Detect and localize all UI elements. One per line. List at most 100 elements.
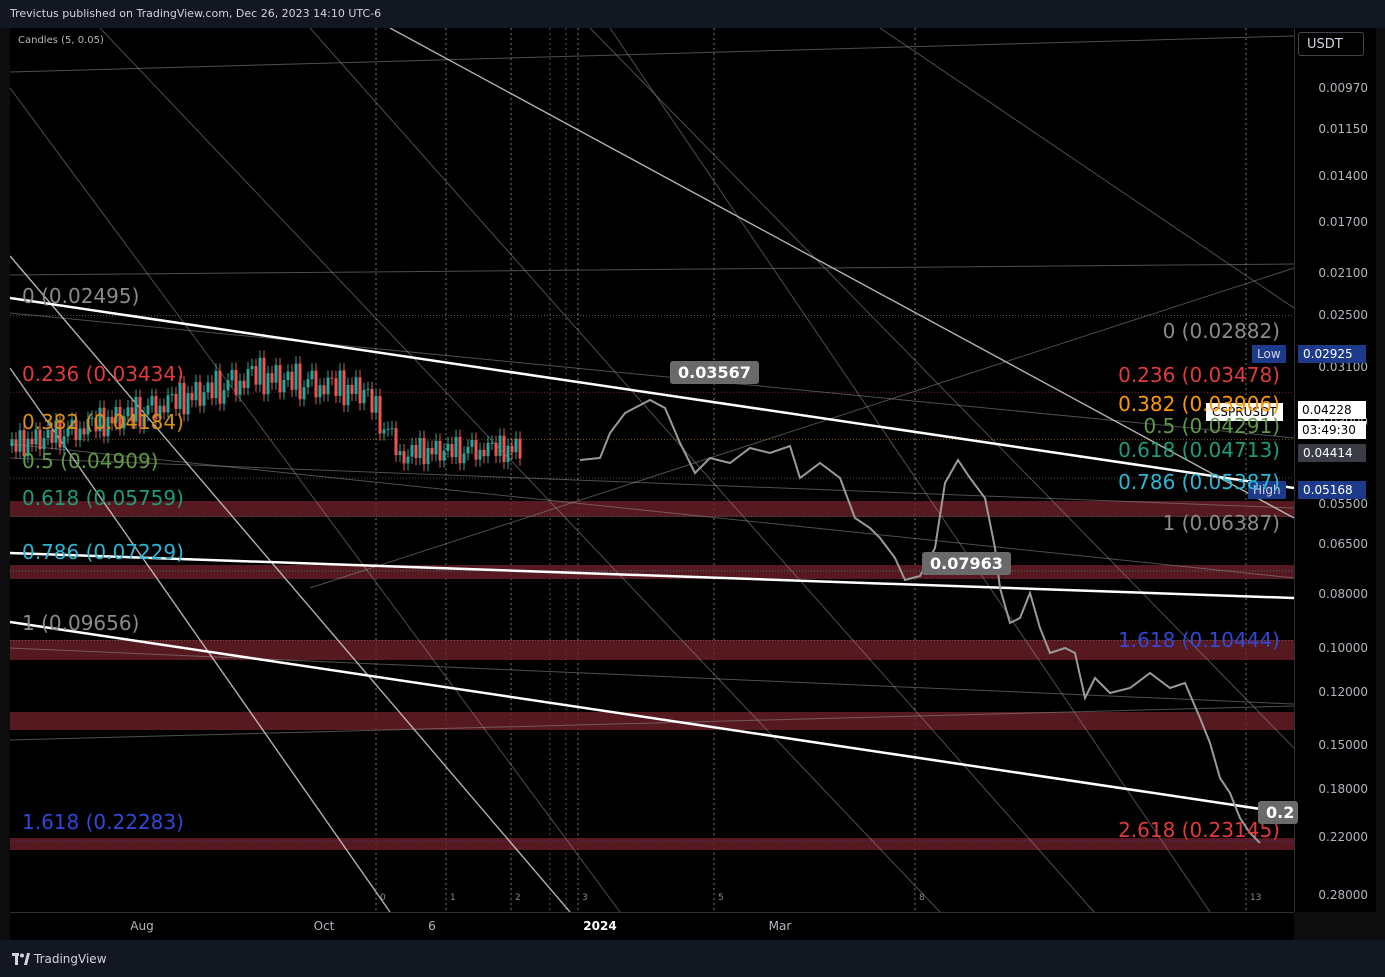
fib-label-left: 0.618 (0.05759) [22,486,184,510]
candle-body [414,445,418,459]
candle-body [214,370,218,399]
candle-body [242,380,246,389]
trend-line [10,705,1294,741]
price-tick: 0.12000 [1318,684,1368,699]
candle-body [18,430,22,452]
candle-body [206,382,210,393]
price-callout: 0.03567 [670,361,759,384]
fib-time-count: 0 [380,893,386,903]
price-callout: 0.2 [1258,801,1298,824]
candle-body [518,438,522,459]
candle-body [366,389,370,391]
candle-body [258,357,262,385]
fib-time-count: 13 [1250,893,1261,903]
candle-body [182,382,186,415]
candle-body [30,438,34,445]
trend-line [10,457,1294,509]
price-tick: 0.15000 [1318,738,1368,753]
low-value: 0.02925 [1298,345,1366,363]
bar-countdown: 03:49:30 [1298,421,1366,439]
indicator-legend[interactable]: Candles (5, 0.05) [18,35,104,46]
candle-body [238,380,242,395]
trend-line [10,443,1294,579]
candle-body [54,420,58,443]
candle-body [218,370,222,404]
candle-body [462,453,466,464]
price-scale[interactable]: 0.00970 0.01150 0.01400 0.01700 0.02100 0.025… [1294,28,1376,912]
candle-body [138,396,142,427]
fib-label-right: 0.382 (0.03906) [1118,392,1280,416]
candle-body [398,451,402,455]
plot-area[interactable]: 0 1 2 3 5 8 13 [10,28,1294,912]
candle-body [202,392,206,406]
candle-body [410,445,414,457]
last-price-label: 0.04228 [1298,401,1366,419]
fib-time-count: 2 [515,893,521,903]
price-tick: 0.22000 [1318,830,1368,844]
candle-body [458,436,462,464]
candle-body [154,396,158,419]
candle-body [178,382,182,409]
projected-price-path [579,398,1261,844]
candle-body [450,444,454,458]
candle-body [506,445,510,463]
candle-body [78,428,82,441]
candle-body [106,417,110,437]
price-tick: 0.28000 [1318,887,1368,902]
resistance-zone [10,565,1294,579]
candle-body [86,418,90,435]
candle-body [246,369,250,389]
candle-body [10,439,14,447]
candle-body [286,371,290,381]
candle-body [446,444,450,451]
fib-label-left: 0.382 (0.04184) [22,410,184,434]
candle-body [362,389,366,404]
time-tick: 6 [428,919,436,933]
candle-body [314,370,318,398]
candle-body [294,363,298,390]
candle-body [402,451,406,464]
trend-line [10,87,621,912]
candle-body [298,363,302,400]
channel-line [389,28,1294,519]
candle-body [326,377,330,395]
candle-body [290,371,294,390]
candle-body [98,407,102,432]
candle-body [394,428,398,455]
candle-body [434,440,438,455]
price-tick: 0.08000 [1318,587,1368,602]
publish-header: Trevictus published on TradingView.com, … [0,0,1385,28]
candle-body [222,390,226,404]
candle-body [422,437,426,465]
trend-line [309,267,1294,589]
fib-time-count: 5 [718,893,724,903]
candle-body [406,456,410,464]
time-axis[interactable]: Aug Oct 6 2024 Mar [10,912,1294,941]
candle-body [118,406,122,429]
tradingview-logo[interactable]: TradingView [12,952,107,966]
high-label: High [1248,481,1286,499]
candle-body [166,395,170,413]
fib-label-left: 0.5 (0.04909) [22,449,159,473]
candle-body [382,429,386,434]
candle-body [254,366,258,385]
price-tick: 0.06500 [1318,537,1368,552]
candle-body [102,407,106,437]
candle-body [26,438,30,457]
candle-body [234,369,238,395]
symbol-label: CSPRUSDT [1206,403,1283,421]
candle-body [190,393,194,401]
candle-body [134,396,138,422]
candle-body [370,389,374,413]
fib-label-left: 0.786 (0.07229) [22,540,184,564]
candle-body [342,370,346,406]
candle-body [38,429,42,450]
candle-body [66,428,70,437]
fib-label-left: 0.236 (0.03434) [22,362,184,386]
channel-line [10,367,391,912]
candle-body [354,377,358,395]
fib-label-right: 0.236 (0.03478) [1118,363,1280,387]
candle-body [122,416,126,429]
currency-selector[interactable]: USDT [1298,32,1364,56]
candle-body [162,405,166,413]
